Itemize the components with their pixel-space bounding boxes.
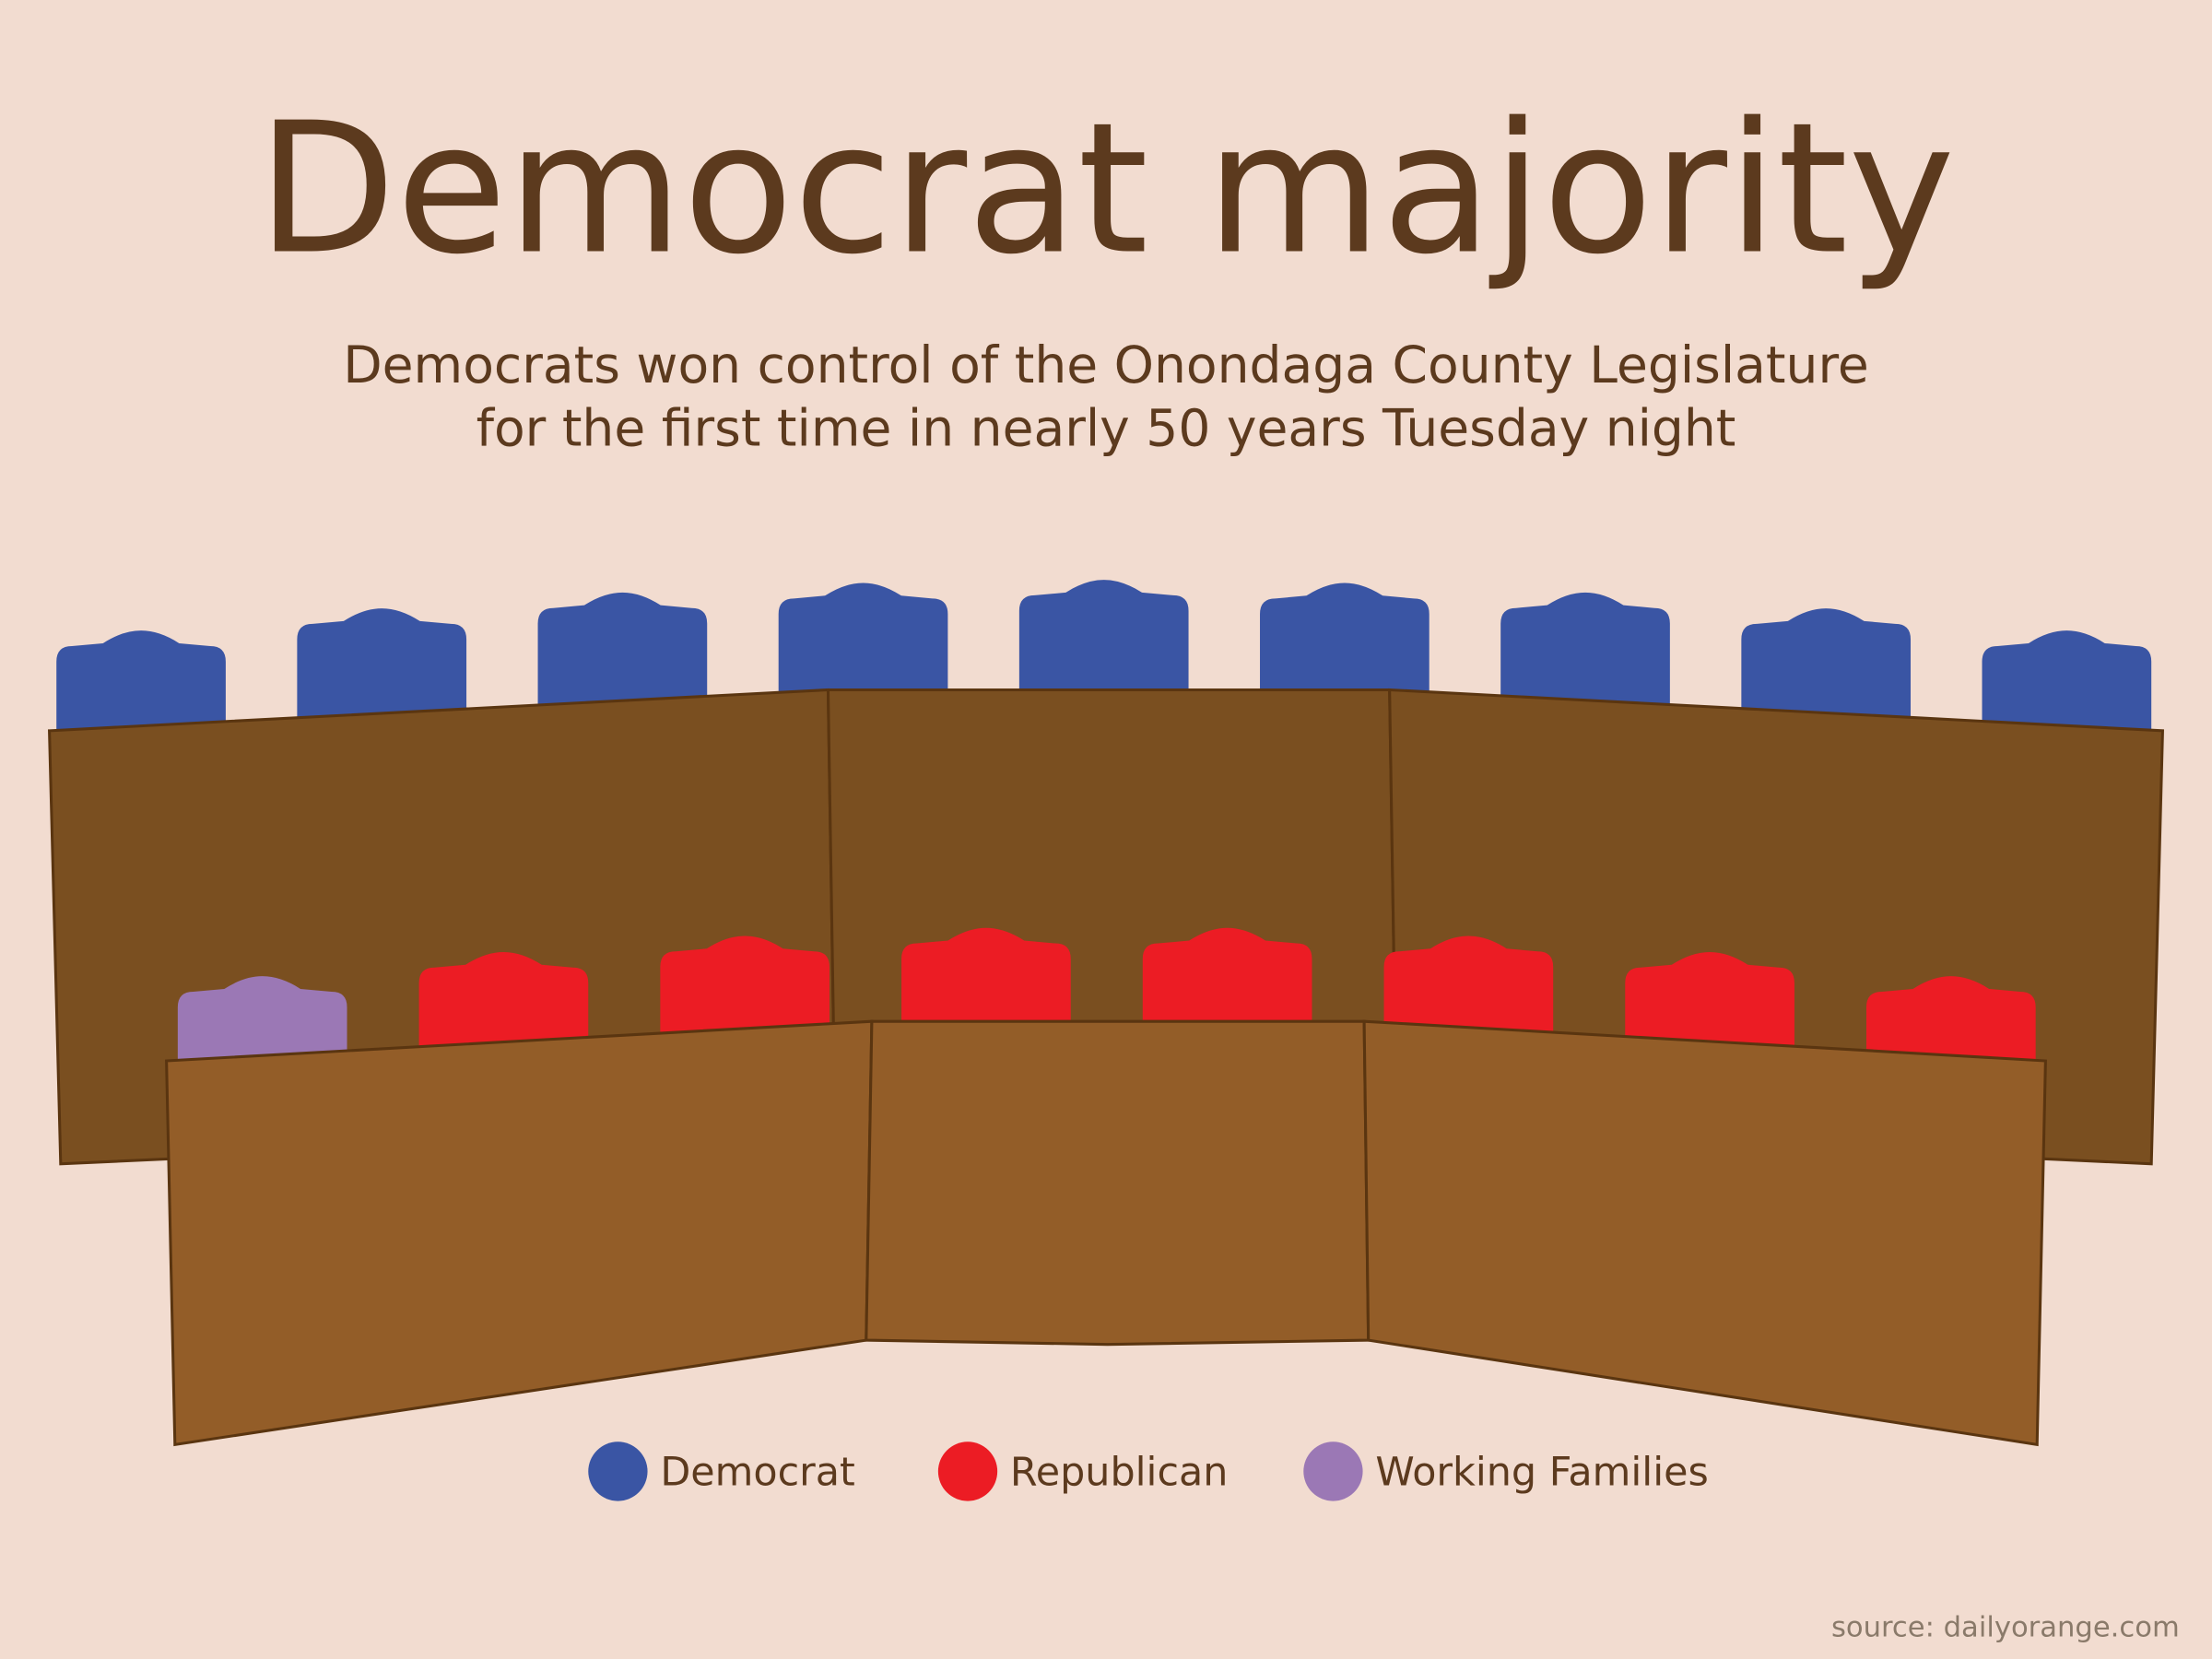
subtitle-line: Democrats won control of the Onondaga Co…	[343, 335, 1869, 394]
legend: Democrat Republican Working Families	[588, 1441, 1709, 1501]
legend-swatch	[588, 1441, 648, 1501]
desk-panel	[865, 1019, 1371, 1347]
legend-label: Democrat	[660, 1450, 855, 1496]
legend-label: Working Families	[1375, 1450, 1708, 1496]
desk-panel	[1362, 1019, 2047, 1447]
legend-swatch	[1303, 1441, 1363, 1501]
legend-label: Republican	[1010, 1450, 1229, 1496]
front-desk	[165, 1019, 2047, 1447]
chart-title: Democrat majority	[257, 84, 1955, 294]
subtitle-line: for the first time in nearly 50 years Tu…	[477, 399, 1736, 458]
source-note: source: dailyorange.com	[1831, 1612, 2180, 1644]
legend-swatch	[937, 1441, 998, 1501]
